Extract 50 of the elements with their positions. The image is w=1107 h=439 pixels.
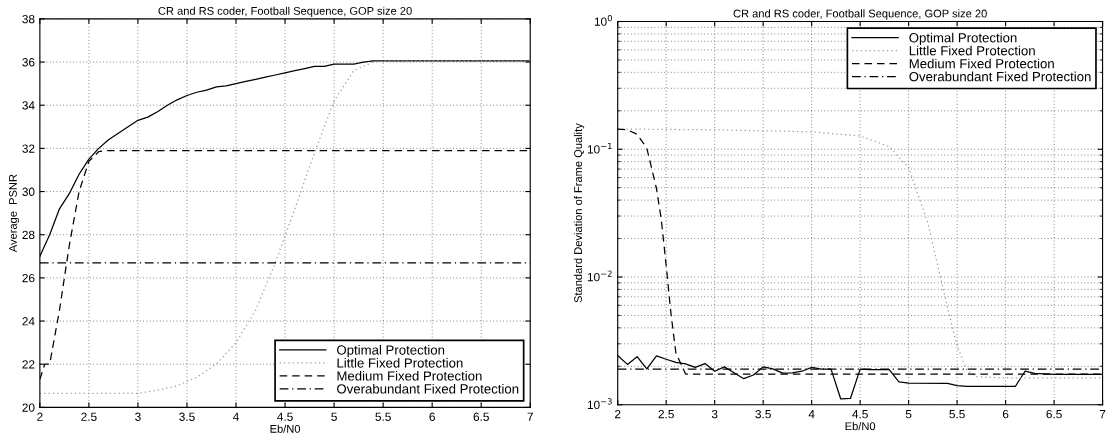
x-tick-label: 3.5 bbox=[755, 409, 771, 419]
legend-label: Medium Fixed Protection bbox=[337, 370, 482, 381]
y-tick-label: 10$^{−2}$ bbox=[587, 270, 612, 282]
legend-label: Overabundant Fixed Protection bbox=[909, 71, 1091, 82]
x-tick-label: 5 bbox=[905, 410, 912, 419]
y-tick-label: 36 bbox=[22, 58, 35, 67]
x-tick-label: 6.5 bbox=[1046, 409, 1062, 419]
y-tick-label: 20 bbox=[22, 403, 35, 412]
y-tick-label: 28 bbox=[22, 230, 35, 240]
y-tick-label: 30 bbox=[22, 187, 35, 196]
chart-title: CR and RS coder, Football Sequence, GOP size 20 bbox=[158, 6, 412, 18]
y-axis-title: Average PSNR bbox=[9, 174, 20, 253]
x-tick-label: 2 bbox=[37, 412, 43, 421]
y-tick-label: 10$^{−3}$ bbox=[587, 398, 612, 410]
x-tick-label: 5.5 bbox=[375, 412, 391, 421]
x-tick-label: 5.5 bbox=[949, 410, 965, 419]
legend-label: Overabundant Fixed Protection bbox=[337, 383, 519, 394]
legend-label: Little Fixed Protection bbox=[909, 45, 1035, 56]
x-tick-label: 4.5 bbox=[852, 410, 868, 419]
y-tick-label: 22 bbox=[22, 360, 35, 369]
x-tick-label: 6.5 bbox=[473, 412, 489, 421]
x-tick-label: 6 bbox=[429, 412, 435, 421]
legend-label: Little Fixed Protection bbox=[337, 357, 463, 368]
x-axis-title: Eb/N0 bbox=[270, 424, 301, 433]
x-tick-label: 3.5 bbox=[179, 412, 195, 421]
x-tick-label: 4 bbox=[233, 412, 239, 421]
y-tick-label: 10$^{0}$ bbox=[594, 15, 612, 26]
x-tick-label: 5 bbox=[331, 412, 337, 421]
y-tick-label: 34 bbox=[22, 101, 35, 110]
x-tick-label: 7 bbox=[1099, 410, 1106, 419]
y-tick-label: 24 bbox=[22, 317, 35, 326]
legend-label: Medium Fixed Protection bbox=[909, 58, 1054, 69]
y-tick-label: 38 bbox=[22, 14, 35, 24]
x-axis-title: Eb/N0 bbox=[845, 422, 876, 431]
chart-title: CR and RS coder, Football Sequence, GOP size 20 bbox=[733, 9, 987, 20]
x-tick-label: 3 bbox=[135, 412, 141, 421]
y-tick-label: 32 bbox=[22, 144, 35, 153]
legend-label: Optimal Protection bbox=[909, 32, 1017, 46]
y-axis-title: Standard Deviation of Frame Quality bbox=[573, 123, 585, 303]
x-tick-label: 6 bbox=[1002, 409, 1009, 419]
x-tick-label: 4 bbox=[808, 410, 815, 419]
legend-label: Optimal Protection bbox=[337, 345, 445, 358]
y-tick-label: 10$^{−1}$ bbox=[587, 142, 612, 154]
x-tick-label: 4.5 bbox=[277, 412, 293, 421]
x-tick-label: 2 bbox=[615, 409, 621, 419]
x-tick-label: 2.5 bbox=[658, 409, 674, 419]
x-tick-label: 2.5 bbox=[81, 412, 97, 421]
y-tick-label: 26 bbox=[22, 273, 35, 283]
x-tick-label: 3 bbox=[711, 409, 718, 419]
x-tick-label: 7 bbox=[527, 412, 533, 421]
